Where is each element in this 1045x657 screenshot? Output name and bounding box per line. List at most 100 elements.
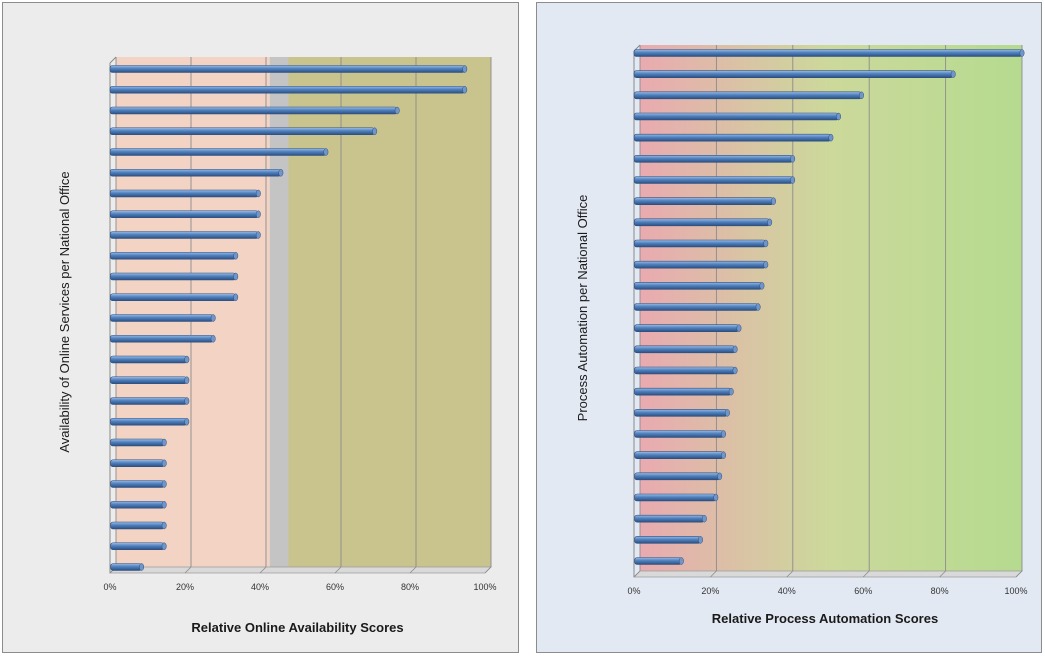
bar-cap (184, 418, 190, 426)
bar (634, 514, 705, 523)
bar-cap (184, 355, 190, 364)
x-tick-label: 60% (326, 582, 344, 592)
bar (110, 334, 214, 343)
bar-cap (210, 314, 216, 322)
bar (634, 493, 717, 502)
y-axis-label: Availability of Online Services per Nati… (57, 171, 72, 452)
bar-cap (462, 65, 468, 73)
bar (110, 293, 236, 302)
bar-cap (836, 112, 842, 121)
bar-cap (713, 493, 719, 502)
bar-cap (161, 501, 167, 509)
x-tick-label: 60% (854, 586, 872, 596)
bar (633, 218, 770, 227)
bar-cap (736, 324, 742, 332)
x-tick-label: 0% (627, 586, 640, 596)
floor-gridline (939, 570, 946, 578)
floor-gridline (633, 570, 641, 578)
bar-cap (767, 218, 773, 227)
bar-cap (372, 127, 378, 135)
bar (109, 189, 259, 198)
bar (634, 451, 724, 459)
bar-cap (728, 387, 734, 396)
bar (633, 70, 954, 78)
bar-cap (828, 133, 834, 142)
bar-cap (278, 169, 284, 177)
bar (110, 417, 188, 426)
bar-cap (759, 282, 765, 290)
online-availability-chart-panel: 0% 20% 40% 60% 80% 100% Availability of Online… (2, 2, 519, 653)
bar-cap (233, 293, 239, 301)
bar (634, 472, 720, 481)
bar (110, 500, 165, 509)
bar-cap (724, 409, 730, 417)
bar (633, 239, 767, 248)
bar-cap (732, 345, 738, 354)
x-tick-label: 40% (251, 582, 269, 592)
bar (634, 303, 759, 311)
floor-gridline (710, 570, 717, 578)
bar (634, 387, 732, 396)
plot-band (269, 57, 289, 567)
bar (633, 155, 793, 163)
online-availability-chart: 0% 20% 40% 60% 80% 100% Availability of Online… (57, 56, 497, 635)
bar (110, 355, 188, 364)
bar-cap (255, 210, 261, 218)
bar-cap (161, 459, 167, 467)
bar-cap (161, 521, 167, 530)
bar (109, 148, 327, 156)
bar-cap (139, 563, 145, 571)
process-automation-chart: 0% 20% 40% 60% 80% 100% Process Automation per… (575, 44, 1028, 626)
bar-cap (721, 451, 726, 459)
bar-cap (732, 366, 738, 375)
x-tick-label: 20% (176, 582, 194, 592)
bar-cap (1019, 49, 1025, 57)
bar (110, 542, 165, 551)
bar (634, 557, 682, 565)
bar-cap (210, 335, 216, 343)
x-axis-label: Relative Process Automation Scores (712, 611, 938, 626)
y-axis-label: Process Automation per National Office (575, 195, 590, 422)
bar (110, 314, 214, 322)
bar (109, 65, 466, 73)
bar (633, 91, 862, 100)
floor-gridline (184, 566, 192, 574)
bar-cap (790, 176, 796, 184)
bar-cap (717, 472, 723, 481)
bar (109, 272, 237, 281)
axis-corner (109, 56, 117, 64)
bar (110, 563, 142, 571)
bar (633, 176, 793, 184)
process-automation-chart-panel: 0% 20% 40% 60% 80% 100% Process Automation per… (536, 2, 1042, 653)
bar-cap (763, 260, 769, 269)
x-tick-label: 80% (931, 586, 949, 596)
bar (109, 231, 259, 239)
bar (633, 133, 832, 142)
bar-cap (859, 91, 864, 100)
bar (109, 127, 375, 136)
x-tick-label: 20% (701, 586, 719, 596)
bar (109, 210, 259, 219)
x-tick-label: 0% (103, 582, 116, 592)
bar-cap (184, 397, 190, 405)
x-tick-label: 100% (1004, 586, 1027, 596)
bar (110, 521, 165, 530)
bar (110, 376, 188, 385)
bar (109, 168, 282, 177)
bar (634, 345, 736, 354)
floor-gridline (862, 570, 870, 578)
floor-gridline (1015, 570, 1023, 578)
x-tick-label: 80% (401, 582, 419, 592)
bar-cap (755, 303, 761, 311)
bar (633, 197, 774, 205)
bar (633, 260, 767, 269)
bar-cap (394, 106, 400, 115)
bar (634, 430, 724, 438)
floor-gridline (786, 570, 794, 578)
bar-cap (184, 376, 190, 384)
bar-cap (323, 148, 329, 156)
plot-floor (633, 570, 1023, 578)
bar-cap (161, 438, 167, 447)
bar (633, 49, 1023, 57)
bar-cap (790, 155, 796, 163)
